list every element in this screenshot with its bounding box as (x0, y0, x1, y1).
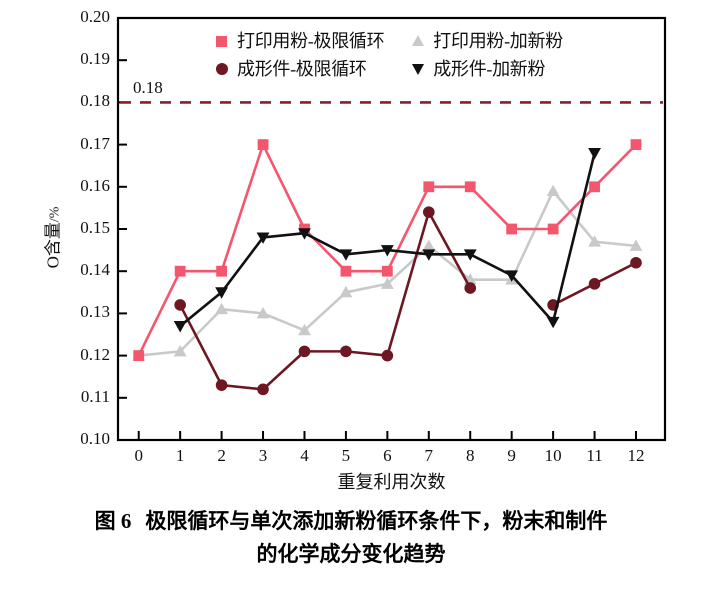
data-point-triangle-up (215, 302, 228, 315)
data-point-square (506, 223, 518, 235)
data-point-triangle-down (463, 249, 477, 261)
x-tick-label: 0 (134, 446, 143, 465)
x-tick-label: 5 (341, 446, 351, 465)
data-point-circle (340, 345, 352, 358)
legend-label-0: 打印用粉-极限循环 (237, 31, 385, 51)
data-point-triangle-down (546, 316, 560, 329)
data-point-circle (298, 345, 311, 358)
data-point-triangle-up (173, 344, 187, 357)
series-line (179, 152, 596, 328)
data-point-triangle-down (256, 232, 270, 244)
data-point-square (340, 265, 352, 277)
legend-label-2: 成形件-极限循环 (237, 59, 367, 79)
data-point-triangle-up (588, 235, 601, 247)
data-point-triangle-down (588, 148, 601, 160)
data-point-triangle-up (546, 184, 560, 197)
data-point-triangle-up (339, 285, 353, 298)
data-point-circle (174, 299, 186, 311)
x-tick-label: 10 (544, 446, 562, 465)
x-tick-label: 3 (258, 446, 268, 465)
caption-line-2: 的化学成分变化趋势 (256, 541, 446, 566)
series-2 (174, 206, 642, 396)
data-point-triangle-up (629, 239, 643, 251)
x-axis-label: 重复利用次数 (337, 472, 446, 492)
x-tick-label: 1 (175, 446, 185, 465)
caption-text-1: 极限循环与单次添加新粉循环条件下，粉末和制件 (145, 509, 608, 533)
data-point-square (464, 181, 476, 193)
triangle-down-marker-icon (410, 60, 426, 76)
series-line (179, 210, 472, 391)
chart-legend: 打印用粉-极限循环 打印用粉-加新粉 成形件-极限循环 成形件-加新粉 (214, 27, 563, 81)
data-point-square (381, 265, 393, 277)
plot-canvas (116, 16, 667, 442)
data-point-square (257, 139, 269, 150)
legend-item-1[interactable]: 打印用粉-加新粉 (410, 27, 563, 53)
data-point-circle (464, 282, 477, 294)
data-point-triangle-down (173, 321, 187, 333)
y-tick-label: 0.10 (80, 429, 110, 448)
data-point-triangle-up (256, 307, 270, 319)
data-point-circle (422, 206, 435, 218)
x-tick-label: 8 (465, 446, 475, 465)
legend-item-3[interactable]: 成形件-加新粉 (410, 55, 563, 81)
legend-label-3: 成形件-加新粉 (433, 59, 546, 79)
data-point-circle (215, 379, 228, 391)
figure-caption: 图 6 极限循环与单次添加新粉循环条件下，粉末和制件 的化学成分变化趋势 (0, 505, 702, 570)
y-tick-label: 0.11 (80, 386, 110, 406)
data-point-triangle-up (422, 239, 436, 251)
data-point-triangle-down (422, 249, 436, 261)
y-tick-label: 0.16 (80, 175, 110, 195)
x-tick-label: 12 (627, 446, 645, 465)
data-point-triangle-down (298, 228, 311, 240)
data-point-circle (588, 278, 601, 290)
x-tick-label: 6 (383, 446, 392, 465)
y-tick-label: 0.13 (80, 302, 110, 322)
data-point-triangle-up (380, 277, 394, 289)
data-point-square (589, 181, 600, 193)
y-tick-label: 0.12 (80, 344, 110, 364)
data-point-triangle-down (380, 245, 394, 257)
data-point-square (216, 265, 227, 277)
data-point-square (133, 350, 145, 361)
circle-marker-icon (214, 60, 230, 76)
legend-label-1: 打印用粉-加新粉 (433, 31, 563, 51)
data-point-square (630, 139, 642, 150)
data-point-square (423, 181, 435, 193)
data-point-triangle-down (505, 270, 519, 282)
triangle-up-marker-icon (410, 32, 426, 48)
series-1 (132, 184, 643, 361)
data-point-circle (381, 349, 394, 362)
y-tick-label: 0.17 (80, 133, 110, 153)
x-tick-label: 7 (424, 446, 434, 465)
x-tick-label: 9 (507, 446, 516, 465)
data-point-square (547, 223, 559, 235)
legend-item-0[interactable]: 打印用粉-极限循环 (214, 27, 385, 53)
data-point-triangle-down (339, 249, 353, 261)
legend-item-2[interactable]: 成形件-极限循环 (214, 55, 384, 81)
chart-area: O含量/% 重复利用次数 0.18 打印用粉-极限循环 打印用粉-加新粉 成形件… (44, 7, 667, 492)
caption-line-1: 图 6 极限循环与单次添加新粉循环条件下，粉末和制件 (0, 505, 702, 538)
data-point-triangle-down (215, 287, 228, 299)
x-tick-label: 2 (217, 446, 226, 465)
y-tick-label: 0.15 (80, 218, 110, 237)
square-marker-icon (214, 32, 230, 48)
y-tick-label: 0.18 (80, 91, 110, 111)
y-tick-label: 0.14 (80, 260, 110, 280)
series-3 (173, 148, 601, 333)
figure-number: 图 6 (94, 509, 132, 533)
data-point-triangle-up (298, 323, 311, 336)
data-point-circle (257, 383, 269, 396)
data-point-circle (630, 256, 642, 269)
y-tick-label: 0.20 (80, 7, 110, 26)
threshold-annotation-label: 0.18 (133, 78, 163, 97)
y-tick-label: 0.19 (80, 49, 110, 69)
data-point-square (174, 265, 186, 277)
x-tick-label: 4 (300, 446, 309, 465)
x-tick-label: 11 (586, 446, 603, 465)
